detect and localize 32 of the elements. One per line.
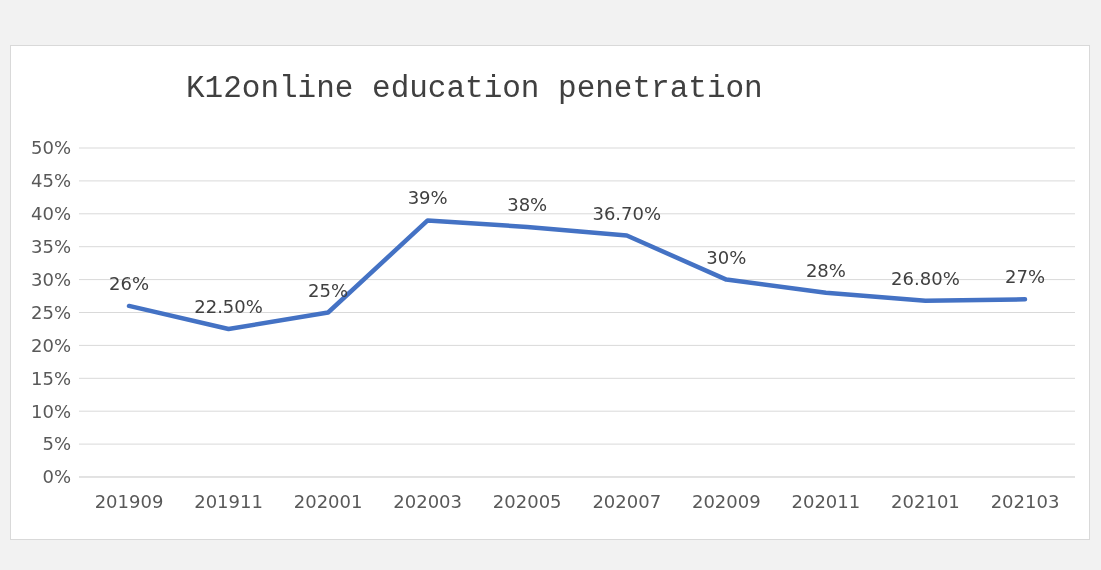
chart-title: K12online education penetration	[185, 70, 764, 108]
data-label: 26%	[108, 272, 150, 294]
data-label: 28%	[805, 259, 846, 281]
data-label: 36.70%	[592, 202, 662, 224]
data-label: 22.50%	[194, 295, 263, 317]
y-tick-label: 40%	[30, 203, 71, 225]
x-tick-label: 202003	[393, 490, 463, 512]
y-tick-label: 45%	[30, 170, 71, 192]
y-tick-label: 50%	[30, 137, 71, 159]
y-tick-label: 5%	[42, 433, 71, 455]
x-tick-label: 202009	[691, 490, 761, 512]
y-tick-label: 10%	[30, 400, 71, 422]
data-label: 39%	[407, 187, 448, 209]
y-tick-label: 30%	[30, 268, 71, 290]
x-tick-label: 202011	[791, 490, 861, 512]
data-label: 26.80%	[891, 267, 960, 289]
data-label: 30%	[706, 246, 747, 268]
y-tick-label: 20%	[30, 334, 71, 356]
y-tick-label: 25%	[30, 301, 71, 323]
y-tick-label: 15%	[30, 367, 71, 389]
y-tick-label: 0%	[42, 466, 71, 488]
x-tick-label: 202103	[990, 490, 1060, 512]
data-label: 27%	[1004, 266, 1046, 288]
data-label: 38%	[507, 193, 548, 215]
y-tick-label: 35%	[30, 236, 71, 258]
x-tick-label: 201911	[194, 490, 263, 512]
data-label: 25%	[308, 279, 349, 301]
x-tick-label: 202001	[293, 490, 363, 512]
x-tick-label: 202007	[592, 490, 662, 512]
x-tick-label: 202005	[492, 490, 562, 512]
x-tick-label: 202101	[891, 490, 960, 512]
x-tick-label: 201909	[94, 490, 164, 512]
